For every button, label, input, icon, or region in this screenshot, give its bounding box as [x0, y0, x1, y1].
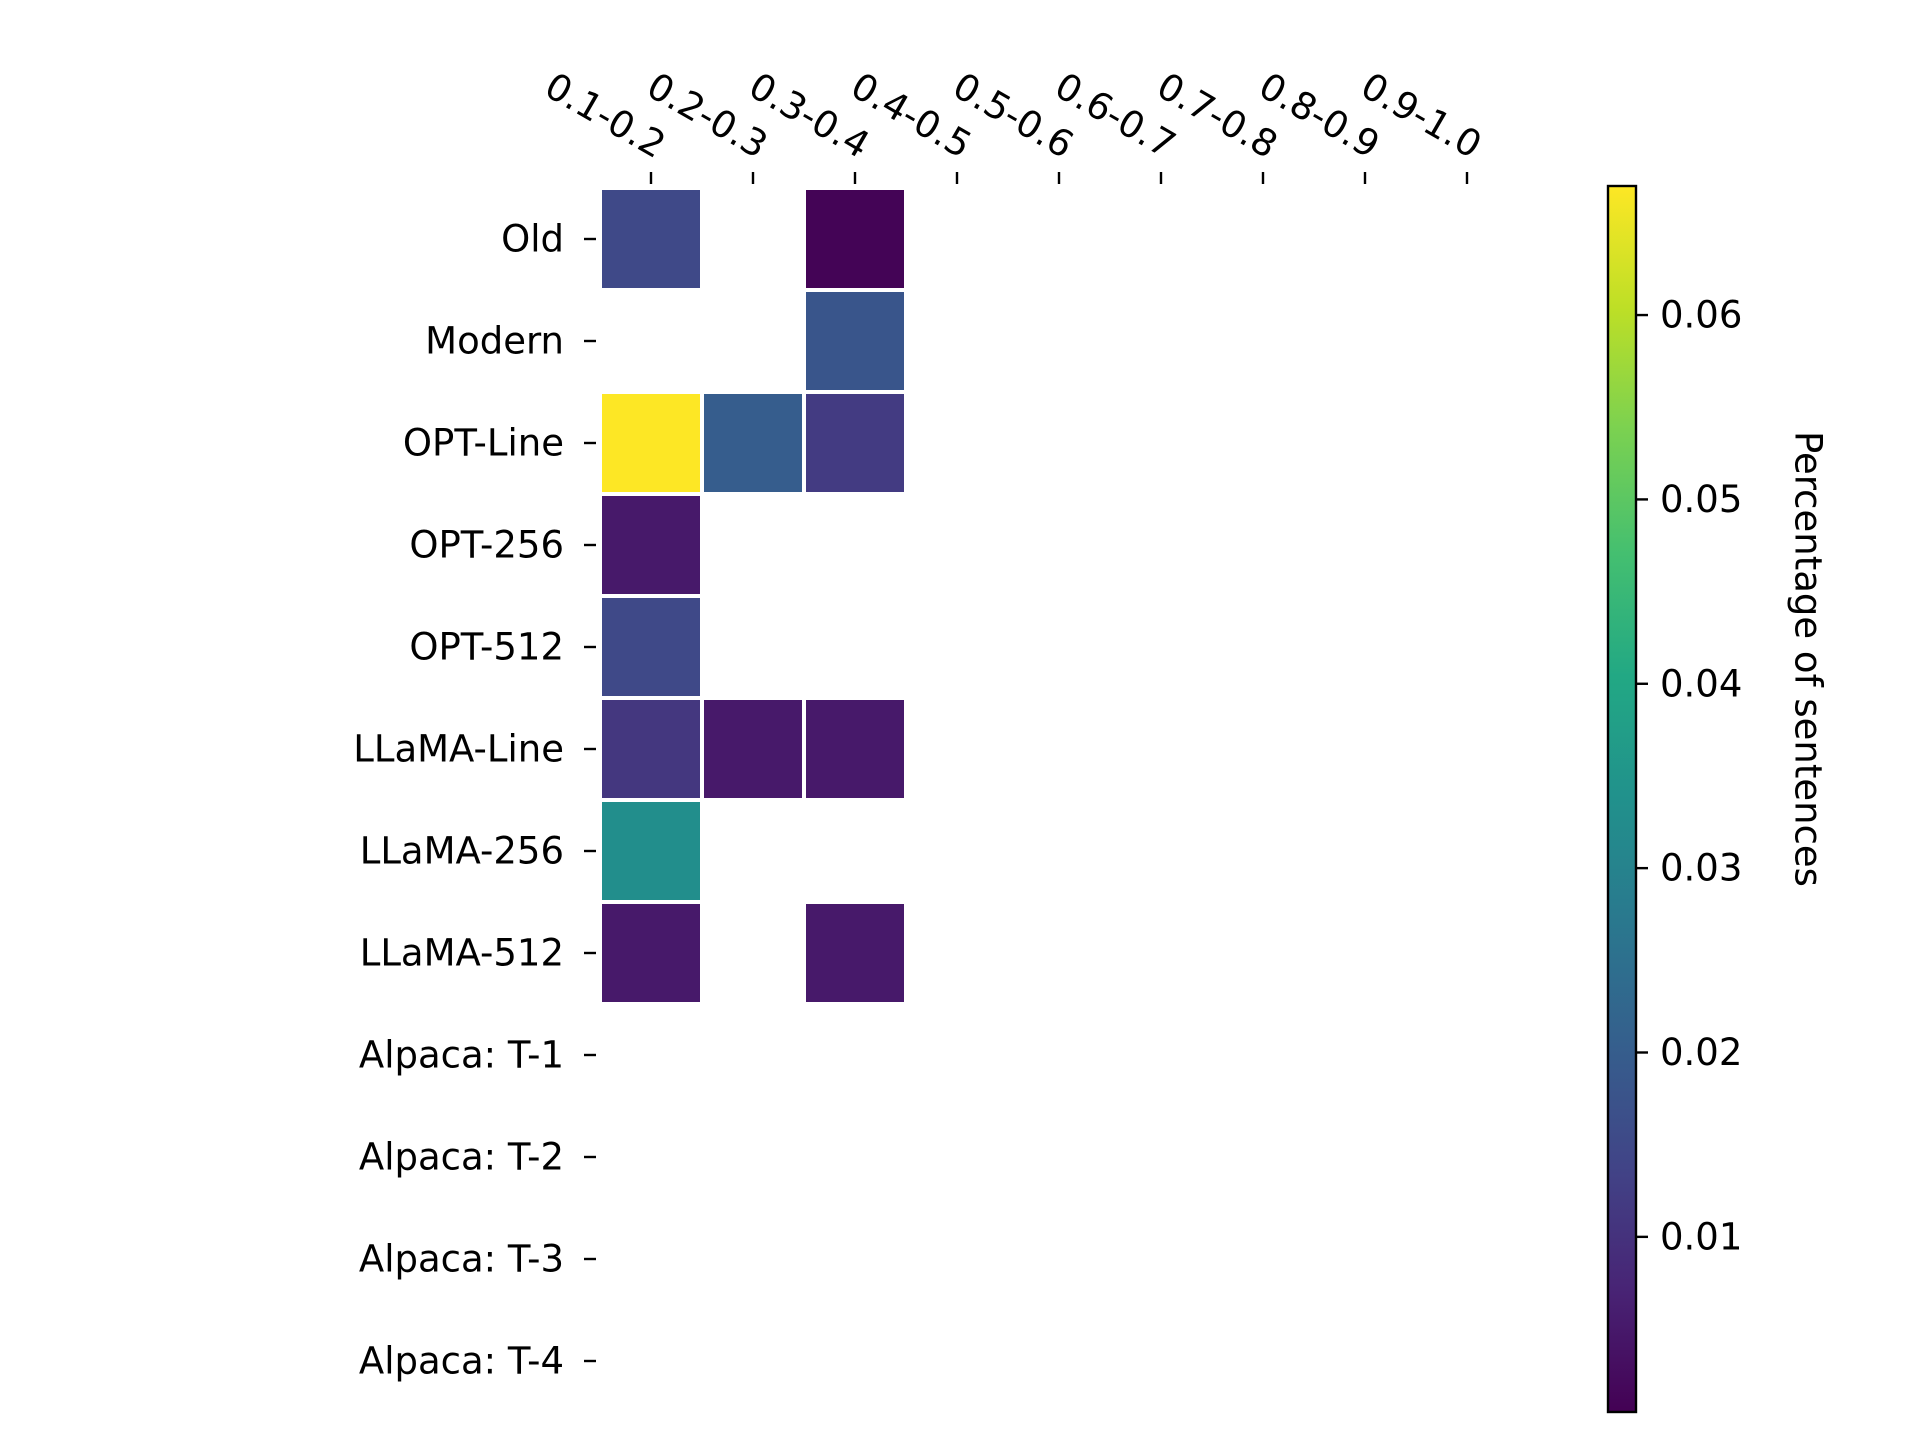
heatmap-cell — [602, 598, 700, 696]
colorbar-gradient — [1606, 184, 1638, 1414]
heatmap-cell — [602, 802, 700, 900]
heatmap-cell — [704, 394, 802, 492]
heatmap-cell — [602, 190, 700, 288]
y-tick-label: Alpaca: T-1 — [359, 1034, 564, 1077]
heatmap-cell — [602, 700, 700, 798]
colorbar: 0.01 0.02 0.03 0.04 0.05 0.06 Percentage of s… — [1606, 184, 1830, 1414]
y-tick-label: LLaMA-Line — [353, 728, 564, 771]
colorbar-tick-label: 0.03 — [1660, 847, 1742, 890]
y-tick-label: Alpaca: T-2 — [359, 1136, 564, 1179]
heatmap-cell — [806, 292, 904, 390]
y-tick-label: LLaMA-512 — [360, 932, 564, 975]
heatmap-cell — [806, 904, 904, 1002]
y-tick-label: Alpaca: T-3 — [359, 1238, 564, 1281]
heatmap-cell — [602, 904, 700, 1002]
heatmap-cell — [704, 700, 802, 798]
colorbar-tick-label: 0.04 — [1660, 662, 1742, 705]
heatmap-cell — [806, 394, 904, 492]
heatmap-cell — [602, 394, 700, 492]
y-tick-label: Alpaca: T-4 — [359, 1340, 564, 1383]
heatmap-cells — [602, 190, 904, 1002]
y-tick-label: OPT-512 — [409, 626, 564, 669]
colorbar-tick-label: 0.05 — [1660, 478, 1742, 521]
y-tick-label: Old — [501, 218, 564, 261]
colorbar-label: Percentage of sentences — [1787, 431, 1830, 887]
y-tick-label: LLaMA-256 — [360, 830, 564, 873]
colorbar-ticks: 0.01 0.02 0.03 0.04 0.05 0.06 — [1636, 294, 1742, 1258]
heatmap-cell — [806, 190, 904, 288]
heatmap-cell — [806, 700, 904, 798]
colorbar-tick-label: 0.06 — [1660, 294, 1742, 337]
y-tick-label: OPT-Line — [403, 422, 564, 465]
heatmap-cell — [602, 496, 700, 594]
colorbar-tick-label: 0.02 — [1660, 1031, 1742, 1074]
x-axis-ticks: 0.1-0.20.2-0.30.3-0.40.4-0.50.5-0.60.6-0… — [538, 64, 1489, 184]
y-axis-ticks: Old Modern OPT-Line OPT-256 OPT-512 LLaMA-Lin… — [353, 218, 596, 1383]
y-tick-label: OPT-256 — [409, 524, 564, 567]
y-tick-label: Modern — [425, 320, 564, 363]
colorbar-tick-label: 0.01 — [1660, 1215, 1742, 1258]
